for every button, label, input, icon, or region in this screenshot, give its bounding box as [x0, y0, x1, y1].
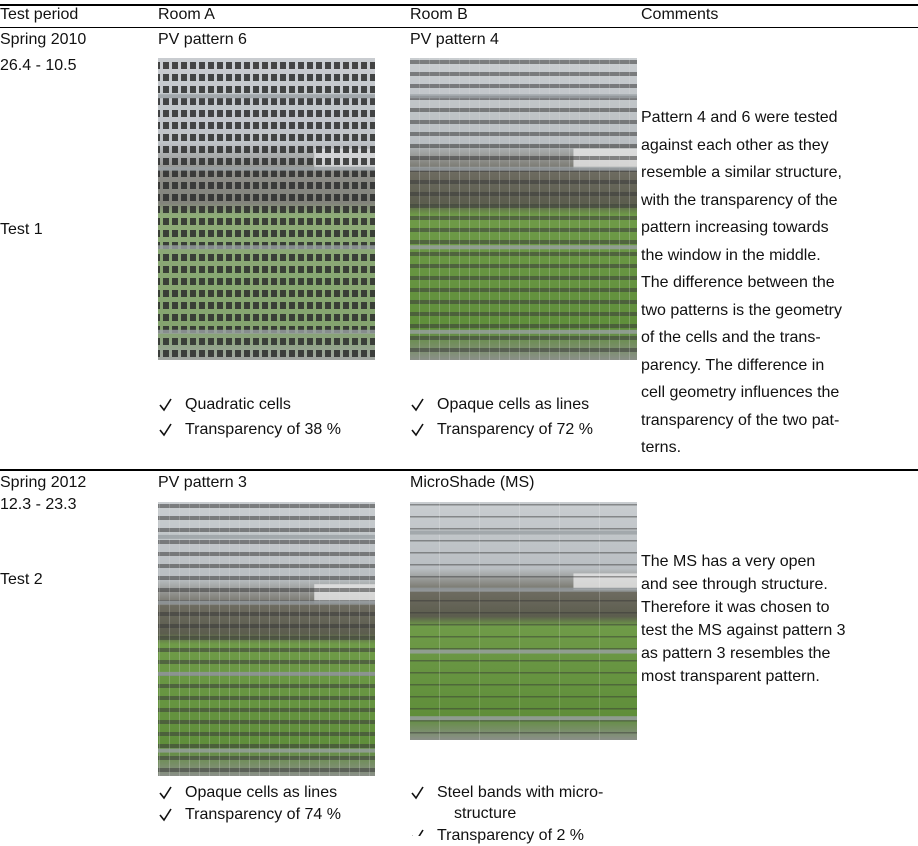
- bullet-text: Steel bands with micro-: [437, 784, 604, 801]
- photo-rail: [410, 649, 637, 654]
- photo-rail: [158, 534, 375, 539]
- room-title: MicroShade (MS): [410, 474, 535, 491]
- photo-rail: [410, 329, 637, 334]
- bullet-text: Transparency of 72 %: [437, 421, 593, 438]
- photo-rail: [158, 748, 375, 753]
- comment-line: pattern increasing towards: [641, 219, 829, 236]
- test-period: 26.4 - 10.5: [0, 57, 77, 74]
- comment-line: against each other as they: [641, 136, 829, 154]
- test-period: Spring 2012: [0, 474, 87, 491]
- photo-rail: [158, 329, 375, 334]
- header-cell: Room B: [410, 6, 468, 23]
- comment-line: cell geometry influences the: [641, 384, 840, 401]
- check-mark: [411, 786, 424, 800]
- photo-rail: [158, 600, 375, 605]
- comment-line: transparency of the two pat-: [641, 411, 840, 429]
- test-period: 12.3 - 23.3: [0, 496, 77, 513]
- photo-rail: [158, 94, 375, 99]
- bullet-text: Transparency of 2 %: [437, 827, 585, 844]
- check-mark: [159, 786, 172, 800]
- photo-pattern: [410, 502, 637, 740]
- photo-rail: [158, 671, 375, 676]
- header-cell: Room A: [158, 6, 215, 23]
- comment-line: The MS has a very open: [641, 553, 816, 570]
- test-period: Test 2: [0, 571, 43, 588]
- check-mark: [412, 829, 424, 836]
- check-mark: [411, 423, 424, 437]
- header-cell: Comments: [641, 6, 719, 23]
- comment-line: the window in the middle.: [641, 246, 821, 264]
- comment-line: Pattern 4 and 6 were tested: [641, 109, 838, 126]
- comment-line: of the cells and the trans-: [641, 329, 821, 346]
- photo-pattern: [410, 58, 637, 360]
- bullet-text: Opaque cells as lines: [437, 396, 590, 413]
- photo-rail: [410, 530, 637, 535]
- photo-rail: [158, 245, 375, 250]
- comment-line: with the transparency of the: [641, 191, 838, 209]
- header-cell: Test period: [0, 6, 79, 23]
- check-mark: [159, 808, 172, 822]
- comment-line: The difference between the: [641, 274, 835, 291]
- photo-rail: [410, 587, 637, 592]
- row-rule: [0, 469, 918, 471]
- photo-rail: [158, 166, 375, 171]
- room-title: PV pattern 6: [158, 31, 247, 48]
- photo-rail: [410, 245, 637, 250]
- room-title: PV pattern 4: [410, 31, 499, 48]
- comment-line: two patterns is the geometry: [641, 301, 842, 319]
- comment-line: most transparent pattern.: [641, 668, 820, 685]
- header-rule: [0, 27, 918, 28]
- bullet-text: Opaque cells as lines: [185, 784, 338, 801]
- bullet-text: structure: [454, 805, 517, 822]
- comment-line: Therefore it was chosen to: [641, 599, 830, 616]
- photo-pattern: [158, 502, 375, 776]
- comment-line: test the MS against pattern 3: [641, 622, 846, 639]
- check-mark: [159, 398, 172, 412]
- bullet-text: Transparency of 74 %: [185, 806, 341, 823]
- comment-line: resemble a similar structure,: [641, 164, 842, 181]
- test-period: Spring 2010: [0, 31, 87, 48]
- top-rule: [0, 4, 918, 6]
- photo-pattern: [158, 58, 375, 360]
- photo-rail: [410, 94, 637, 99]
- comment-line: as pattern 3 resembles the: [641, 645, 831, 662]
- comment-line: and see through structure.: [641, 576, 828, 593]
- photo-rail: [410, 166, 637, 171]
- room-title: PV pattern 3: [158, 474, 247, 491]
- check-mark: [159, 423, 172, 437]
- bullet-text: Quadratic cells: [185, 396, 291, 413]
- photo-rail: [410, 716, 637, 721]
- comment-line: parency. The difference in: [641, 356, 825, 374]
- comment-line: terns.: [641, 439, 682, 456]
- test-period: Test 1: [0, 221, 43, 238]
- bullet-text: Transparency of 38 %: [185, 421, 341, 438]
- check-mark: [411, 398, 424, 412]
